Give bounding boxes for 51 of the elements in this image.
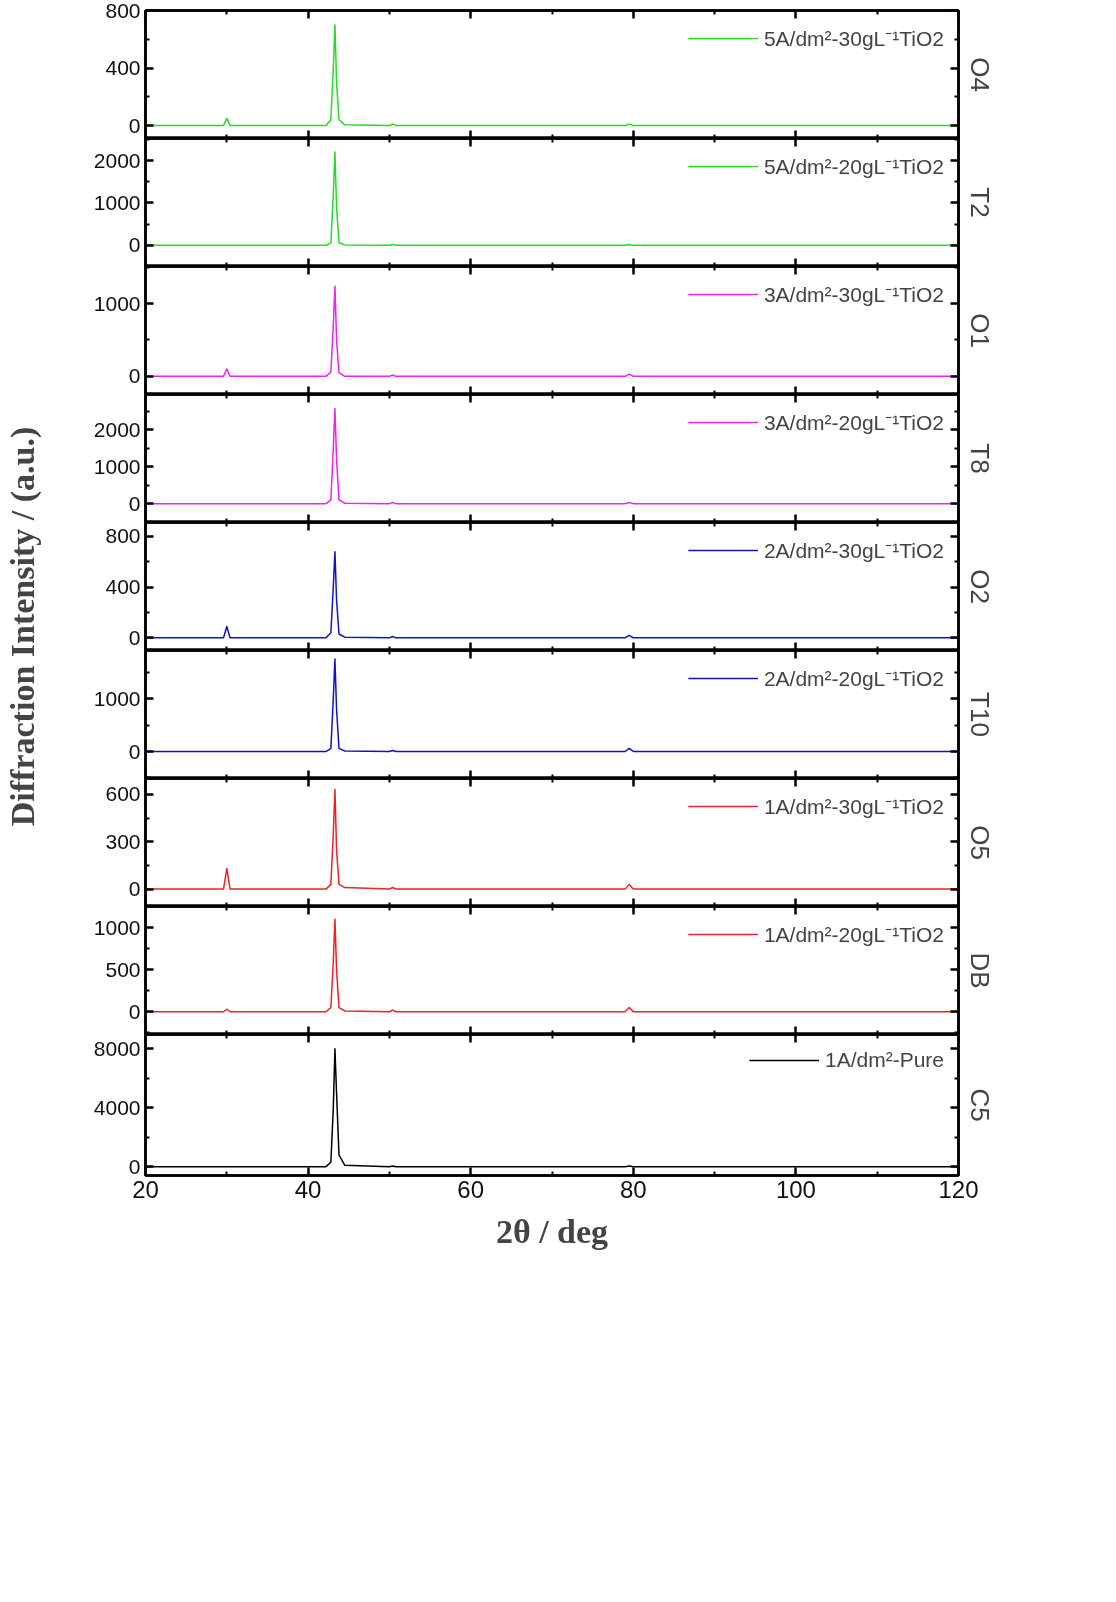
- y-tick-label: 0: [128, 364, 141, 388]
- y-tick-label: 0: [128, 625, 141, 649]
- y-tick-label: 1000: [93, 454, 141, 478]
- legend-label: 5A/dm²-20gL⁻¹TiO2: [763, 154, 944, 180]
- legend-label: 1A/dm²-30gL⁻¹TiO2: [763, 794, 944, 820]
- legend-label: 3A/dm²-20gL⁻¹TiO2: [763, 410, 944, 436]
- text: DB: [964, 952, 995, 989]
- x-tick-label: 120: [938, 1175, 979, 1203]
- text: O4: [964, 57, 995, 92]
- y-tick-label: 4000: [93, 1095, 141, 1119]
- legend-label: 1A/dm²-Pure: [824, 1048, 944, 1072]
- y-tick-label: 0: [128, 739, 141, 763]
- y-tick-label: 8000: [93, 1036, 141, 1060]
- x-tick-label: 60: [457, 1175, 485, 1203]
- y-tick-label: 0: [128, 1154, 141, 1178]
- y-tick-label: 0: [128, 999, 141, 1023]
- y-tick-label: 400: [105, 575, 141, 599]
- y-tick-label: 2000: [93, 417, 141, 441]
- y-tick-label: 500: [105, 957, 141, 981]
- x-tick-label: 40: [294, 1175, 322, 1203]
- x-tick-label: 100: [775, 1175, 816, 1203]
- y-tick-label: 0: [128, 113, 141, 137]
- legend-label: 3A/dm²-30gL⁻¹TiO2: [763, 282, 944, 308]
- y-tick-label: 0: [128, 491, 141, 515]
- text: C5: [964, 1088, 995, 1122]
- text: O5: [964, 825, 995, 860]
- y-axis-title: Diffraction Intensity / (a.u.): [3, 426, 42, 827]
- legend-label: 2A/dm²-20gL⁻¹TiO2: [763, 666, 944, 692]
- y-tick-label: 0: [128, 877, 141, 901]
- y-tick-label: 0: [128, 233, 141, 257]
- y-tick-label: 1000: [93, 686, 141, 710]
- legend-label: 1A/dm²-20gL⁻¹TiO2: [763, 922, 944, 948]
- y-tick-label: 300: [105, 829, 141, 853]
- legend-label: 2A/dm²-30gL⁻¹TiO2: [763, 538, 944, 564]
- x-axis-title: 2θ / deg: [495, 1212, 609, 1250]
- text: T2: [964, 187, 995, 218]
- x-tick-label: 80: [619, 1175, 647, 1203]
- y-tick-label: 1000: [93, 190, 141, 214]
- y-tick-label: 1000: [93, 291, 141, 315]
- y-tick-label: 1000: [93, 915, 141, 939]
- text: T8: [964, 443, 995, 474]
- legend-label: 5A/dm²-30gL⁻¹TiO2: [763, 26, 944, 52]
- y-tick-label: 800: [105, 524, 141, 548]
- text: O1: [964, 313, 995, 348]
- x-tick-label: 20: [132, 1175, 159, 1203]
- y-tick-label: 2000: [93, 148, 141, 172]
- text: O2: [964, 569, 995, 604]
- y-tick-label: 800: [105, 0, 141, 22]
- y-tick-label: 600: [105, 782, 141, 806]
- text: T10: [964, 692, 995, 737]
- y-tick-label: 400: [105, 56, 141, 80]
